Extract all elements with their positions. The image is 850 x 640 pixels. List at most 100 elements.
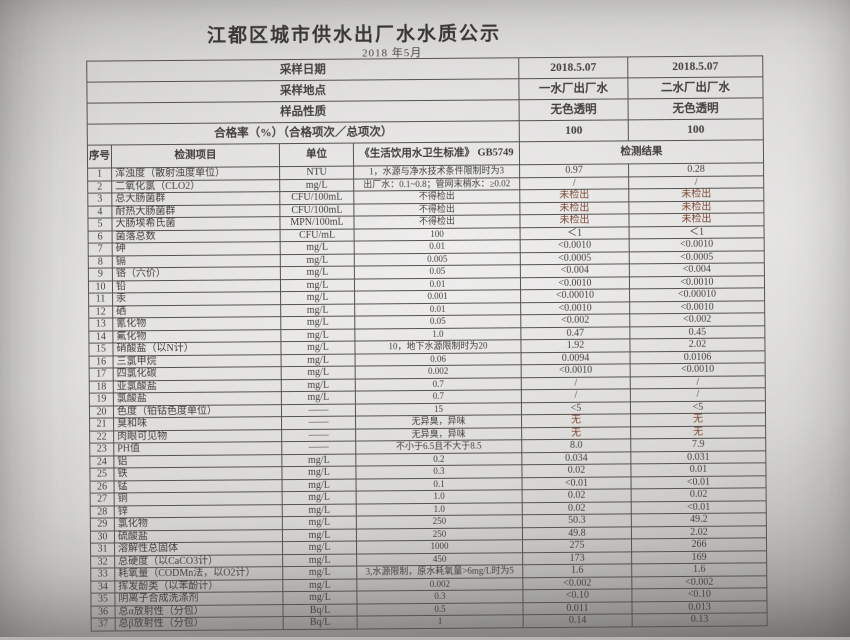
result-plant1: /	[521, 388, 631, 403]
result-plant2: 未检出	[628, 200, 764, 214]
unit-value: mg/L	[282, 503, 357, 517]
unit-value: mg/L	[282, 491, 357, 505]
unit-value: mg/L	[281, 366, 356, 380]
row-number: 24	[89, 455, 114, 469]
unit-value: mg/L	[282, 553, 357, 567]
unit-value: CFU/100mL	[279, 191, 354, 205]
standard-limit: 出厂水：0.1~0.8；管网末梢水：≥0.02	[353, 177, 520, 192]
row-number: 32	[90, 555, 115, 569]
row-number: 29	[90, 517, 115, 531]
row-number: 14	[88, 330, 113, 344]
result-plant2: 0.28	[628, 162, 764, 177]
result-plant1: <0.0005	[520, 251, 630, 265]
unit-value: NTU	[279, 166, 354, 180]
plant2-value: 2018.5.07	[627, 55, 763, 78]
result-plant1: /	[521, 376, 631, 390]
unit-value: mg/L	[282, 478, 357, 492]
unit-value: mg/L	[281, 391, 356, 405]
col-header-unit: 单位	[279, 143, 354, 167]
unit-value: mg/L	[282, 541, 357, 555]
result-plant1: <0.002	[520, 313, 630, 328]
row-number: 30	[90, 530, 115, 544]
result-plant1: 49.8	[522, 526, 632, 540]
col-header-no: 序号	[87, 144, 112, 169]
row-number: 26	[90, 480, 115, 494]
result-plant1: 0.02	[522, 488, 632, 503]
row-number: 22	[89, 430, 114, 444]
unit-value: mg/L	[280, 328, 355, 342]
result-plant1: 0.02	[521, 463, 631, 478]
result-plant1: <5	[521, 401, 631, 415]
unit-value: CFU/mL	[280, 228, 355, 242]
row-number: 4	[87, 205, 112, 219]
standard-limit: 1	[357, 614, 524, 629]
unit-value: Bq/L	[282, 603, 358, 617]
unit-value: mg/L	[279, 178, 354, 192]
result-plant1: <0.0010	[520, 301, 630, 315]
unit-value: mg/L	[281, 378, 356, 392]
unit-value: MPN/100mL	[279, 216, 355, 230]
row-number: 11	[88, 292, 113, 306]
row-number: 23	[89, 442, 114, 456]
result-plant1: 未检出	[519, 213, 630, 228]
result-plant2: 0.45	[629, 325, 765, 339]
plant2-value: 二水厂出厂水	[627, 76, 764, 99]
result-plant1: 1.92	[520, 338, 631, 353]
plant1-value: 无色透明	[519, 98, 629, 121]
result-plant1: 未检出	[519, 188, 629, 203]
row-number: 5	[87, 217, 113, 231]
standard-limit: 1，水源与净水技术条件限制时为3	[353, 164, 520, 179]
result-plant2: 1.6	[631, 562, 767, 577]
unit-value: mg/L	[282, 591, 357, 605]
result-plant2: 0.0106	[630, 350, 766, 364]
row-number: 36	[90, 605, 116, 619]
unit-value: mg/L	[281, 353, 356, 367]
result-plant2: 0.02	[631, 487, 767, 502]
result-plant2: 无	[630, 425, 766, 439]
row-number: 19	[89, 392, 114, 406]
test-item-name: 总β放射性（分包）	[115, 616, 284, 631]
row-number: 12	[88, 305, 113, 319]
result-plant2: <0.0010	[630, 362, 766, 377]
result-plant1: <0.0010	[521, 363, 631, 378]
row-number: 3	[87, 192, 112, 206]
row-number: 15	[88, 342, 114, 356]
unit-value: mg/L	[281, 453, 356, 467]
row-number: 27	[90, 492, 115, 506]
row-number: 9	[88, 267, 113, 281]
result-plant1: 173	[522, 551, 632, 565]
unit-value: mg/L	[282, 528, 357, 542]
result-plant1: 0.47	[520, 326, 630, 340]
result-plant1: <0.0010	[520, 276, 630, 290]
row-number: 7	[88, 242, 113, 256]
result-plant2: /	[630, 375, 766, 389]
result-plant2: 未检出	[628, 187, 764, 202]
row-number: 33	[90, 567, 115, 581]
result-plant1: 8.0	[521, 438, 631, 453]
result-plant2: <0.00010	[629, 287, 765, 302]
result-plant1: 未检出	[519, 201, 629, 215]
row-number: 37	[91, 617, 116, 631]
row-number: 18	[89, 380, 114, 394]
result-plant1: 0.14	[523, 613, 633, 628]
result-plant2: <0.10	[631, 587, 767, 602]
result-plant1: 0.02	[522, 501, 632, 515]
row-number: 13	[88, 317, 113, 331]
row-number: 17	[89, 367, 114, 381]
plant2-value: 无色透明	[628, 97, 764, 120]
result-plant1: 无	[521, 426, 631, 440]
result-plant2: ＜1	[629, 225, 765, 239]
result-plant1: 0.97	[519, 163, 629, 178]
result-plant2: <0.01	[630, 475, 767, 489]
plant1-value: 2018.5.07	[518, 56, 628, 79]
result-plant2: <5	[630, 400, 766, 414]
col-header-standard: 《生活饮用水卫生标准》 GB5749	[353, 141, 520, 167]
result-plant2: 266	[631, 537, 767, 552]
result-plant1: <0.01	[521, 476, 632, 490]
result-plant1: <0.004	[520, 263, 630, 278]
unit-value: mg/L	[282, 516, 357, 530]
unit-value: ——	[281, 403, 356, 417]
unit-value: mg/L	[281, 466, 357, 480]
unit-value: mg/L	[282, 578, 357, 592]
result-plant2: 0.013	[631, 600, 768, 614]
